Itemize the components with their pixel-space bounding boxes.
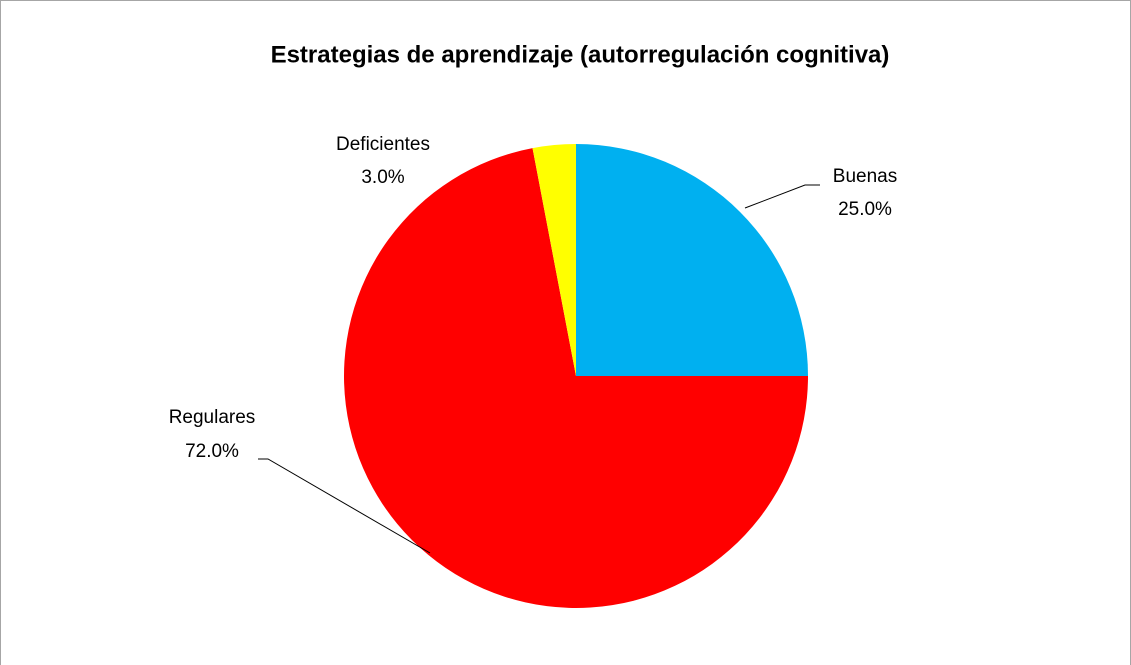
chart-title: Estrategias de aprendizaje (autorregulac…	[271, 41, 890, 68]
data-label: 25.0%	[838, 199, 892, 220]
category-label: Deficientes	[336, 134, 430, 155]
category-label: Regulares	[169, 407, 256, 428]
pie-slice	[343, 148, 808, 608]
pie-slice	[532, 144, 576, 376]
leader-line	[258, 458, 431, 554]
data-label: 72.0%	[185, 441, 239, 462]
pie-slice	[576, 144, 808, 376]
leader-line	[744, 184, 820, 209]
category-label: Buenas	[833, 166, 897, 187]
data-label: 3.0%	[361, 167, 404, 188]
